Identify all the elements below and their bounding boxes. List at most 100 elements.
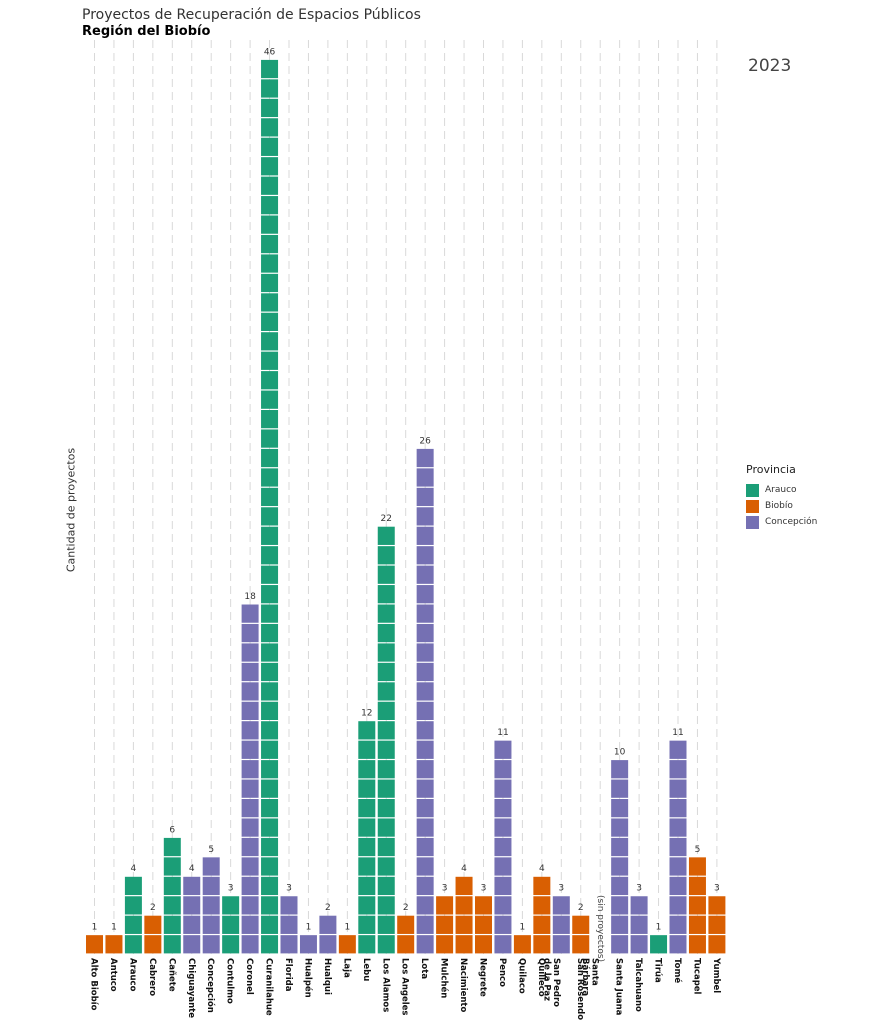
value-label-mulchen: 3 (442, 884, 448, 894)
block-lota-17 (416, 623, 434, 643)
block-coronel-11 (241, 740, 259, 759)
block-florida-2 (280, 915, 298, 934)
block-tirua-1 (650, 935, 668, 954)
block-cabrero-2 (144, 915, 162, 934)
block-lota-12 (416, 721, 434, 740)
x-tick-label-cabrero: Cabrero (147, 958, 157, 996)
block-santa-juana-5 (611, 857, 629, 876)
block-curanilahue-19 (261, 585, 279, 604)
block-curanilahue-34 (261, 293, 279, 312)
value-label-negrete: 3 (481, 884, 487, 894)
block-coronel-9 (241, 779, 259, 798)
block-coronel-6 (241, 837, 259, 857)
x-tick-label-lota: Lota (419, 958, 429, 979)
block-lebu-10 (358, 760, 376, 779)
block-santa-juana-2 (611, 915, 629, 934)
x-tick-label-hualqui: Hualqui (322, 958, 332, 995)
x-tick-label-quilleco: Quilleco (536, 958, 546, 997)
block-florida-1 (280, 935, 298, 954)
block-alto-biobio-1 (86, 935, 103, 954)
block-los-alamos-20 (377, 565, 395, 584)
value-label-laja: 1 (344, 923, 350, 933)
block-lota-15 (416, 662, 434, 682)
block-curanilahue-5 (261, 857, 279, 876)
block-tome-11 (669, 740, 687, 759)
block-curanilahue-6 (261, 837, 279, 857)
block-arauco-3 (124, 896, 142, 915)
block-quilleco-2 (533, 915, 551, 934)
block-lebu-12 (358, 721, 376, 740)
value-label-penco: 11 (497, 728, 508, 738)
block-coronel-17 (241, 623, 259, 643)
x-tick-label-santa-barbara: SantaBárbara (580, 958, 600, 996)
x-tick-label-coronel: Coronel (244, 958, 254, 995)
block-lota-4 (416, 876, 434, 896)
block-lota-11 (416, 740, 434, 759)
x-tick-label-los-angeles: Los Angeles (400, 958, 410, 1016)
block-nacimiento-4 (455, 876, 473, 896)
block-tome-4 (669, 876, 687, 896)
block-lota-3 (416, 896, 434, 915)
block-los-alamos-6 (377, 837, 395, 857)
block-coronel-15 (241, 662, 259, 682)
block-lota-20 (416, 565, 434, 584)
block-tucapel-1 (688, 935, 706, 954)
block-curanilahue-23 (261, 507, 279, 526)
block-curanilahue-10 (261, 760, 279, 779)
block-quilleco-4 (533, 876, 551, 896)
block-hualqui-2 (319, 915, 337, 934)
block-nacimiento-3 (455, 896, 473, 915)
block-cabrero-1 (144, 935, 162, 954)
value-label-hualpen: 1 (306, 923, 312, 933)
block-contulmo-1 (222, 935, 240, 954)
block-curanilahue-45 (261, 79, 279, 98)
block-lota-19 (416, 585, 434, 604)
x-tick-label-santa-juana: Santa Juana (614, 958, 624, 1016)
block-los-alamos-13 (377, 701, 395, 720)
block-curanilahue-36 (261, 254, 279, 273)
block-penco-11 (494, 740, 512, 759)
block-santa-juana-6 (611, 837, 629, 857)
x-tick-label-lebu: Lebu (361, 958, 371, 981)
value-label-santa-juana: 10 (614, 748, 626, 758)
block-santa-juana-1 (611, 935, 629, 954)
block-lota-22 (416, 526, 434, 545)
block-lota-13 (416, 701, 434, 720)
legend-swatch-biobio (746, 499, 759, 513)
value-label-concepcion: 5 (208, 845, 214, 855)
block-curanilahue-37 (261, 234, 279, 254)
value-label-san-rosendo: 2 (578, 903, 584, 913)
block-los-alamos-10 (377, 760, 395, 779)
value-label-san-pedro-de-la-paz: 3 (558, 884, 564, 894)
block-los-alamos-22 (377, 526, 395, 545)
block-penco-1 (494, 935, 512, 954)
block-santa-juana-4 (611, 876, 629, 896)
legend: Provincia Arauco Biobío Concepción (746, 463, 817, 530)
value-label-contulmo: 3 (228, 884, 234, 894)
x-tick-label-alto-biobio: Alto Biobío (89, 958, 99, 1011)
x-tick-label-florida: Florida (283, 958, 293, 992)
block-lota-5 (416, 857, 434, 876)
x-tick-label-antuco: Antuco (108, 958, 118, 992)
block-concepcion-3 (202, 896, 220, 915)
legend-label-biobio: Biobío (765, 501, 793, 511)
x-tick-label-yumbel: Yumbel (711, 957, 721, 993)
x-tick-label-tirua: Tirúa (653, 958, 663, 983)
block-curanilahue-12 (261, 721, 279, 740)
block-curanilahue-39 (261, 196, 279, 215)
x-tick-label-san-rosendo: San Rosendo (575, 958, 585, 1020)
value-label-alto-biobio: 1 (92, 923, 98, 933)
block-san-pedro-de-la-paz-1 (552, 935, 570, 954)
block-quilaco-1 (513, 935, 531, 954)
block-negrete-3 (475, 896, 492, 915)
block-curanilahue-22 (261, 526, 279, 545)
block-curanilahue-7 (261, 818, 279, 837)
chart-title: Proyectos de Recuperación de Espacios Pú… (82, 7, 421, 23)
block-penco-3 (494, 896, 512, 915)
block-san-rosendo-1 (572, 935, 590, 954)
block-curanilahue-9 (261, 779, 279, 798)
block-curanilahue-41 (261, 157, 279, 176)
block-chiguayante-3 (183, 896, 201, 915)
block-coronel-2 (241, 915, 259, 934)
x-tick-label-mulchen: Mulchén (439, 958, 450, 998)
